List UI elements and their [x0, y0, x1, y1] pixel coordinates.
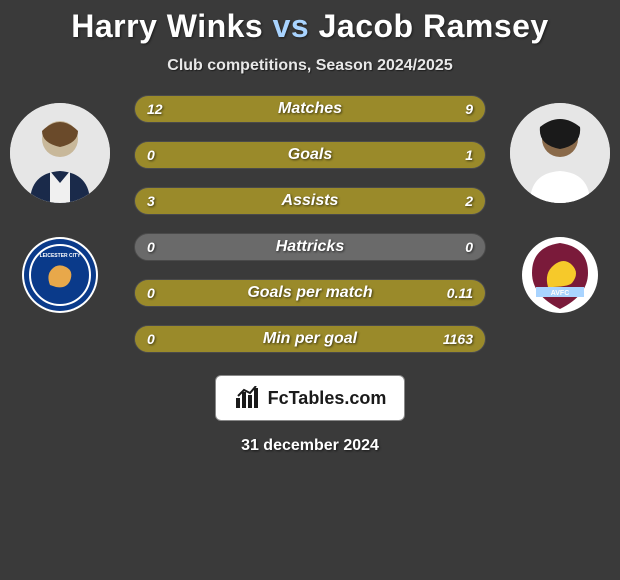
main-row: LEICESTER CITY 12Matches90Goals13Assists… — [0, 95, 620, 371]
vs-label: vs — [273, 8, 310, 44]
stat-label: Min per goal — [135, 330, 485, 348]
svg-text:LEICESTER CITY: LEICESTER CITY — [40, 253, 82, 259]
player2-avatar-svg — [510, 103, 610, 203]
brand-label: FcTables.com — [268, 388, 387, 409]
player2-name: Jacob Ramsey — [319, 8, 549, 44]
stat-label: Goals per match — [135, 284, 485, 302]
stat-row: 12Matches9 — [134, 95, 486, 123]
stat-value-right: 1 — [465, 147, 473, 163]
stat-row: 0Goals per match0.11 — [134, 279, 486, 307]
stat-value-right: 9 — [465, 101, 473, 117]
stat-label: Matches — [135, 100, 485, 118]
stat-row: 0Min per goal1163 — [134, 325, 486, 353]
stat-label: Goals — [135, 146, 485, 164]
stat-value-right: 1163 — [443, 331, 473, 347]
svg-text:AVFC: AVFC — [551, 290, 570, 297]
page-title: Harry Winks vs Jacob Ramsey — [0, 8, 620, 45]
player1-avatar-svg — [10, 103, 110, 203]
stats-bars: 12Matches90Goals13Assists20Hattricks00Go… — [112, 95, 508, 371]
stat-label: Hattricks — [135, 238, 485, 256]
player1-club-badge: LEICESTER CITY — [22, 237, 98, 313]
left-column: LEICESTER CITY — [8, 95, 112, 313]
stat-row: 0Goals1 — [134, 141, 486, 169]
stat-value-right: 0.11 — [447, 285, 473, 301]
stat-value-right: 0 — [465, 239, 473, 255]
stat-value-right: 2 — [465, 193, 473, 209]
player1-name: Harry Winks — [71, 8, 263, 44]
stat-row: 3Assists2 — [134, 187, 486, 215]
subtitle: Club competitions, Season 2024/2025 — [0, 57, 620, 75]
player2-avatar — [510, 103, 610, 203]
stat-label: Assists — [135, 192, 485, 210]
chart-icon — [234, 386, 262, 410]
leicester-badge-icon: LEICESTER CITY — [22, 237, 98, 313]
brand-box: FcTables.com — [215, 375, 406, 421]
avfc-badge-icon: AVFC — [522, 237, 598, 313]
date-label: 31 december 2024 — [0, 437, 620, 455]
player2-club-badge: AVFC — [522, 237, 598, 313]
stat-row: 0Hattricks0 — [134, 233, 486, 261]
player1-avatar — [10, 103, 110, 203]
comparison-card: Harry Winks vs Jacob Ramsey Club competi… — [0, 0, 620, 455]
right-column: AVFC — [508, 95, 612, 313]
